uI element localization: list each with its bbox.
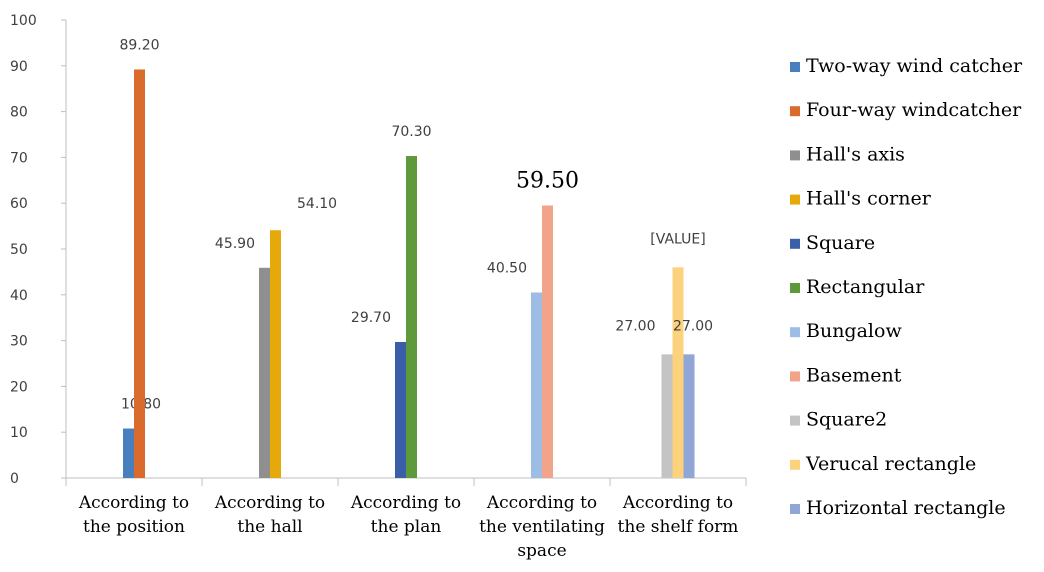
y-tick-label: 100 [10, 13, 37, 29]
category-label: space [517, 541, 566, 561]
category-label: the ventilating [479, 517, 605, 537]
y-tick-label: 10 [10, 425, 28, 441]
y-tick-label: 20 [10, 379, 28, 395]
bar [661, 354, 673, 478]
bar [531, 292, 542, 478]
y-tick-label: 70 [10, 150, 28, 166]
data-label: 89.20 [119, 37, 159, 53]
data-label: 54.10 [297, 196, 337, 212]
legend-swatch [790, 371, 800, 382]
legend-swatch [790, 106, 800, 117]
y-tick-label: 40 [10, 288, 28, 304]
category-label: According to [78, 493, 189, 513]
legend-swatch [790, 504, 800, 514]
bar [406, 156, 417, 478]
data-label: [VALUE] [650, 231, 705, 247]
category-label: the plan [371, 517, 442, 537]
legend-label: Verucal rectangle [805, 453, 976, 475]
legend-label: Horizontal rectangle [806, 497, 1006, 519]
category-label: the hall [237, 517, 302, 537]
category-label: According to [350, 493, 461, 513]
legend-label: Hall's corner [806, 188, 932, 210]
data-label: 45.90 [215, 236, 255, 252]
category-label: the shelf form [618, 517, 739, 537]
category-label: According to [214, 493, 325, 513]
bar [672, 267, 684, 478]
data-label: 29.70 [351, 310, 391, 326]
legend-swatch [790, 283, 800, 293]
bar [395, 341, 406, 478]
legend-label: Bungalow [806, 320, 902, 342]
y-tick-label: 0 [10, 471, 19, 487]
legend-swatch [790, 238, 800, 249]
bar [542, 205, 553, 479]
legend-label: Basement [806, 364, 902, 386]
bar [270, 230, 281, 478]
y-tick-label: 60 [10, 196, 28, 212]
y-tick-label: 80 [10, 105, 28, 121]
bar [259, 267, 270, 478]
legend-swatch [790, 459, 800, 470]
legend-label: Rectangular [806, 276, 925, 298]
y-tick-label: 30 [10, 334, 28, 350]
legend-swatch [790, 62, 800, 72]
bar [134, 69, 145, 479]
legend-swatch [790, 150, 800, 161]
legend-label: Hall's axis [806, 143, 905, 165]
legend-swatch [790, 327, 800, 338]
bar [123, 428, 134, 478]
data-label: 27.00 [615, 318, 655, 334]
legend-label: Square2 [806, 409, 887, 431]
legend-swatch [790, 194, 800, 205]
y-tick-label: 50 [10, 242, 28, 258]
legend-label: Four-way windcatcher [806, 99, 1022, 121]
y-tick-label: 90 [10, 59, 28, 75]
category-label: the position [83, 517, 185, 537]
bar [683, 354, 695, 478]
data-label: 27.00 [673, 318, 713, 334]
legend-label: Two-way wind catcher [806, 55, 1023, 77]
data-label: 70.30 [391, 124, 431, 140]
category-label: According to [622, 493, 733, 513]
legend-swatch [790, 415, 800, 426]
category-label: According to [486, 493, 597, 513]
data-label: 40.50 [487, 261, 527, 277]
data-label: 59.50 [516, 168, 579, 193]
legend-label: Square [806, 232, 875, 254]
